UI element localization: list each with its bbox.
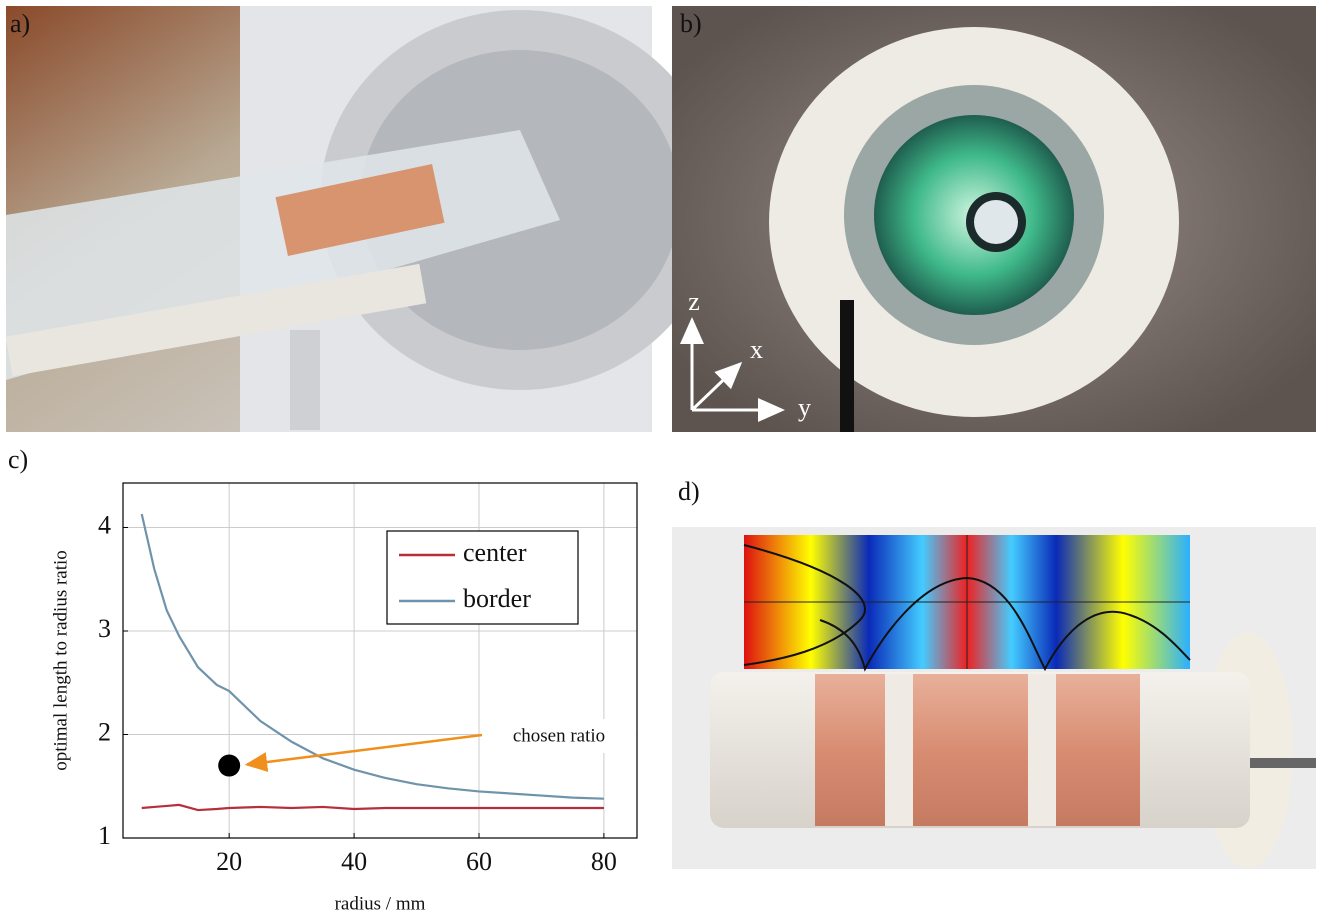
axis-y: y bbox=[798, 393, 811, 422]
photo-b: z x y bbox=[672, 6, 1316, 432]
y-tick-label: 3 bbox=[98, 614, 111, 643]
photo-a bbox=[6, 6, 720, 432]
x-tick-label: 40 bbox=[341, 847, 367, 876]
y-tick-label: 2 bbox=[98, 717, 111, 746]
figure: z x y a) b) c) d) 20 40 60 80 1 2 3 4 radius / m… bbox=[0, 0, 1317, 919]
legend-label: center bbox=[463, 538, 527, 567]
series-line bbox=[142, 805, 604, 810]
y-tick-label: 4 bbox=[98, 510, 111, 539]
x-tick-label: 20 bbox=[216, 847, 242, 876]
axis-x: x bbox=[750, 335, 763, 364]
photo-d bbox=[672, 527, 1316, 869]
annotation-text: chosen ratio bbox=[513, 725, 605, 746]
x-tick-label: 60 bbox=[466, 847, 492, 876]
y-axis-label: optimal length to radius ratio bbox=[50, 550, 71, 771]
panel-label: b) bbox=[680, 9, 702, 38]
chart: 20 40 60 80 1 2 3 4 radius / mm optimal length to… bbox=[50, 483, 637, 914]
x-tick-label: 80 bbox=[591, 847, 617, 876]
legend-label: border bbox=[463, 584, 531, 613]
panel-label: a) bbox=[10, 9, 30, 38]
annotation-arrow bbox=[247, 735, 482, 765]
panel-label: d) bbox=[678, 477, 700, 506]
x-axis-label: radius / mm bbox=[335, 893, 426, 914]
chosen-point bbox=[218, 755, 240, 777]
y-tick-label: 1 bbox=[98, 821, 111, 850]
panel-label: c) bbox=[8, 445, 28, 474]
axis-z: z bbox=[688, 287, 700, 316]
